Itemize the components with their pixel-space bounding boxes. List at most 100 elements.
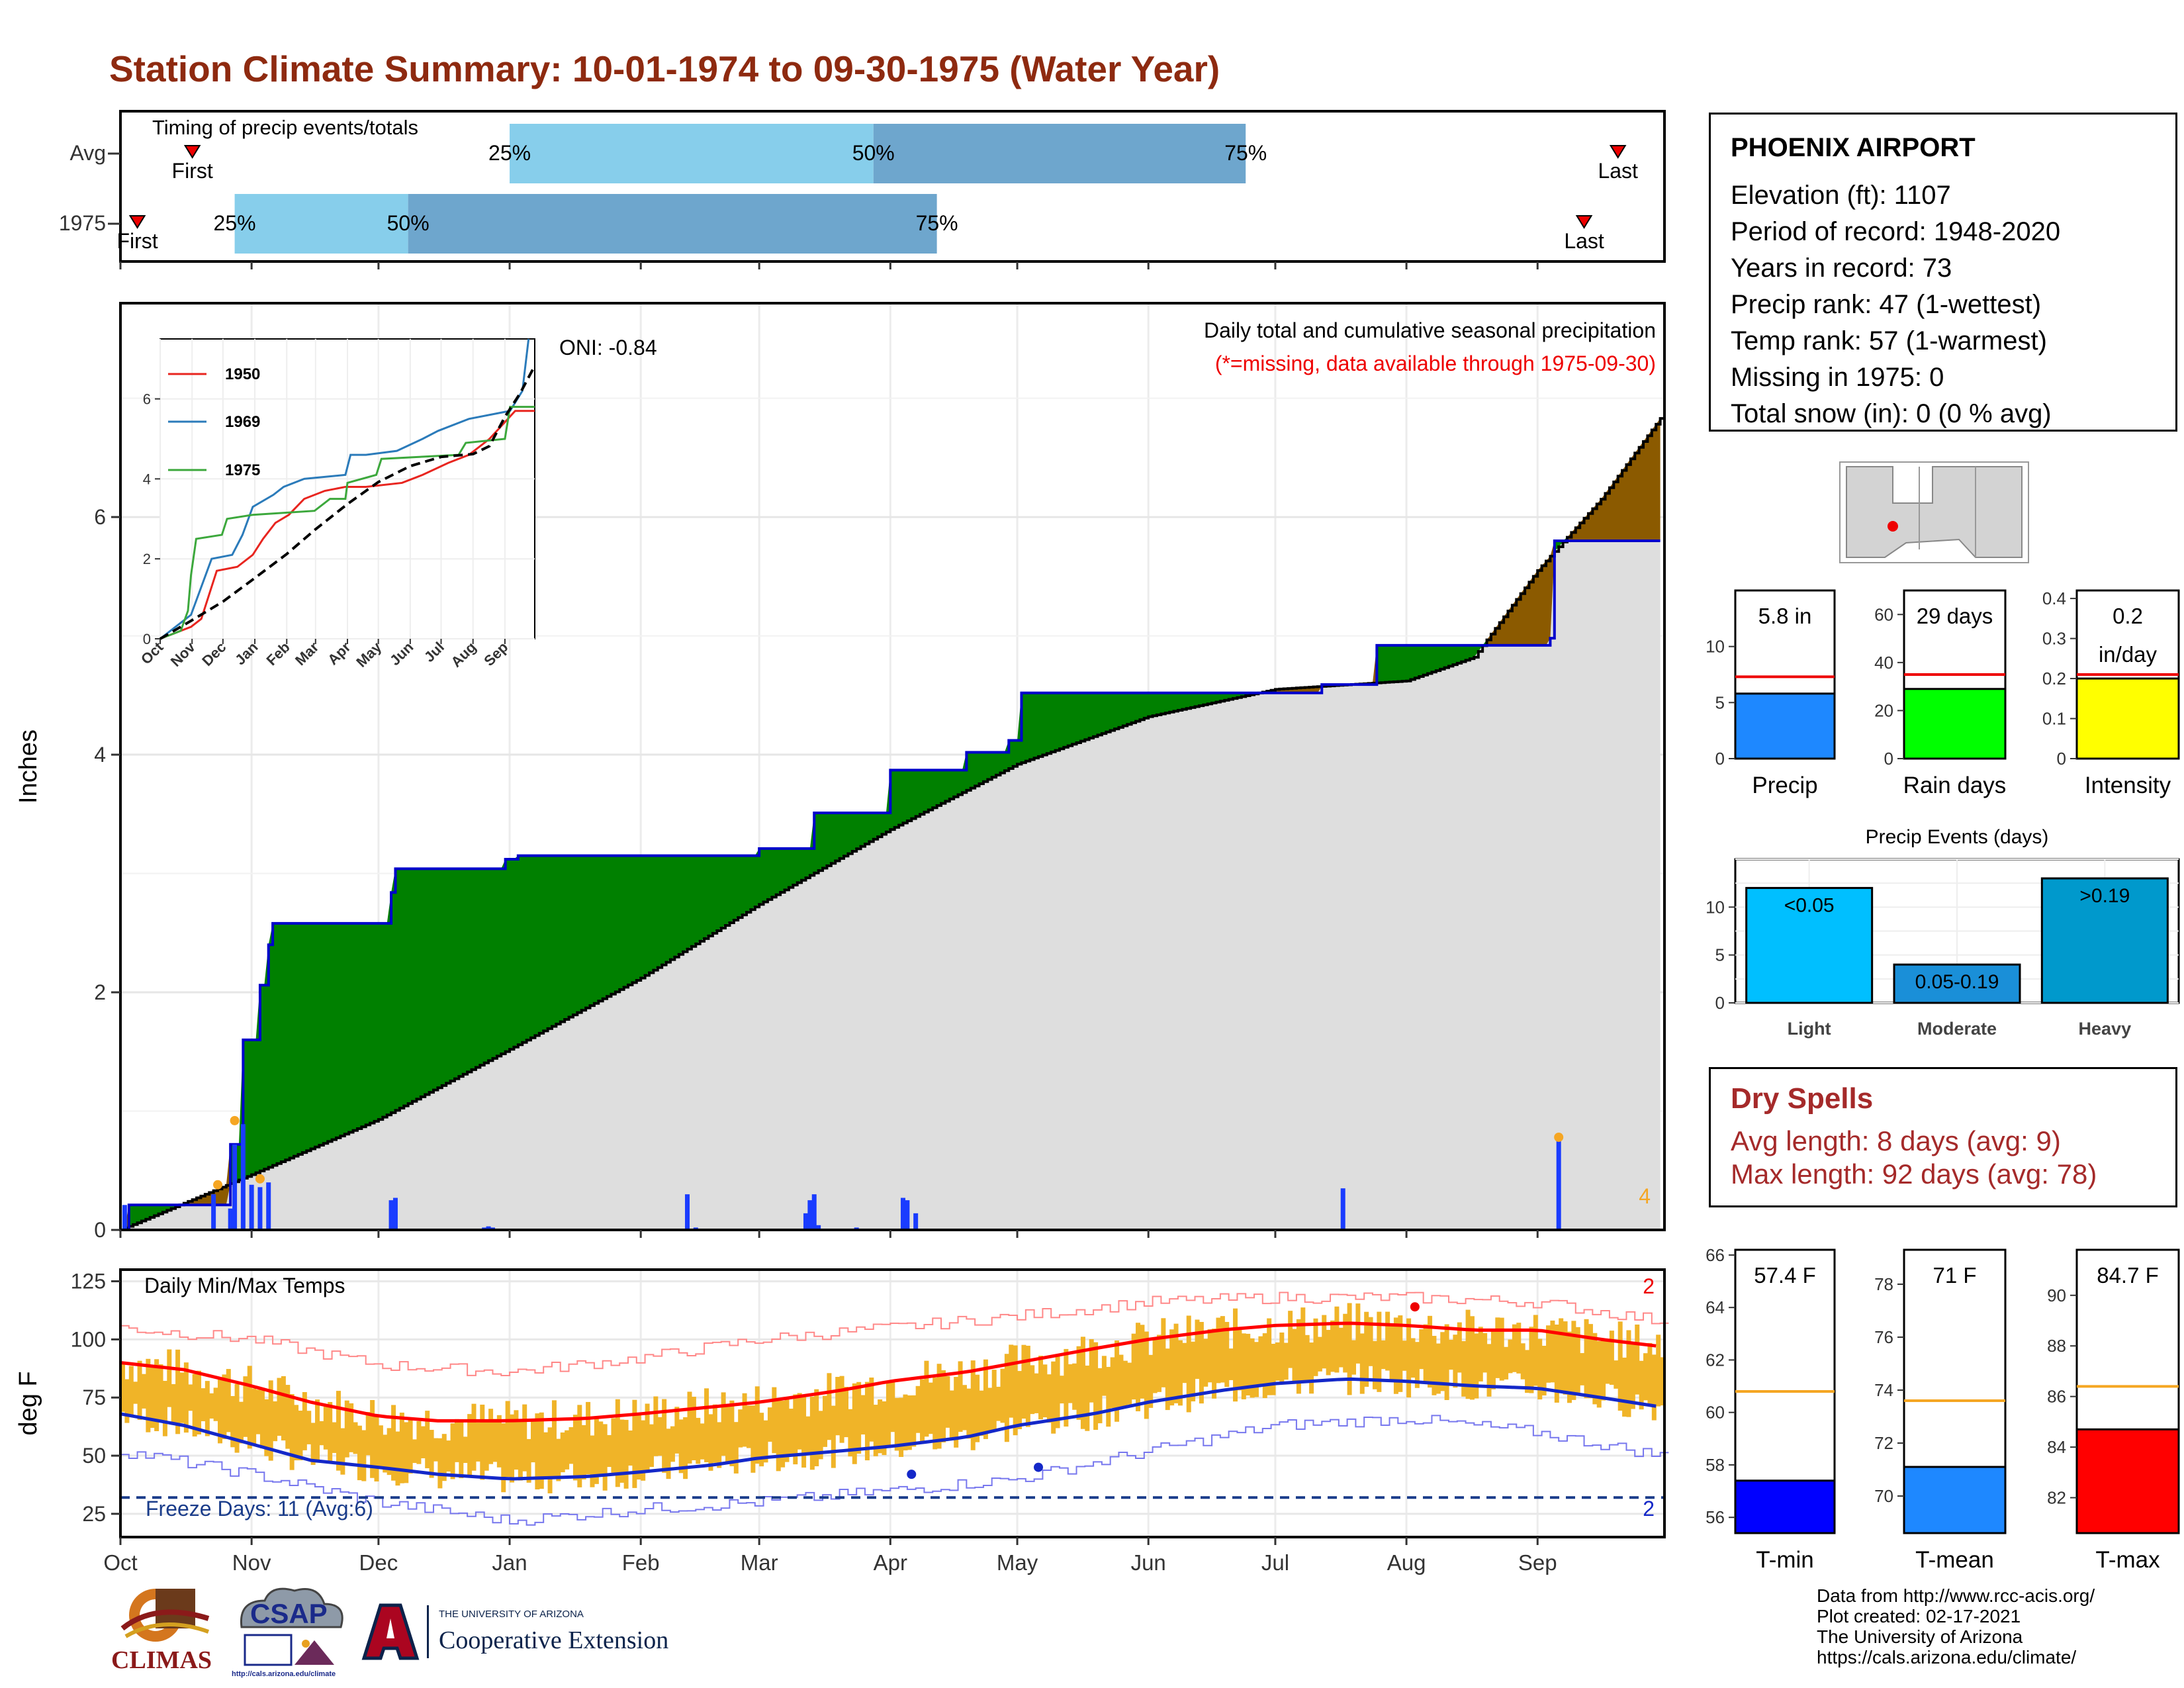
temp-daily-bar (1529, 1327, 1534, 1393)
temp-daily-bar (1326, 1330, 1331, 1376)
temp-daily-bar (1512, 1324, 1517, 1372)
timing-label-75: 75% (916, 211, 958, 235)
temp-record-marker (907, 1470, 917, 1479)
temp-daily-bar (441, 1434, 447, 1481)
temp-daily-bar (1241, 1333, 1246, 1399)
temp-daily-bar (218, 1379, 223, 1444)
temp-daily-bar (205, 1381, 210, 1436)
temp-daily-bar (128, 1366, 134, 1415)
temp-daily-bar (569, 1427, 574, 1464)
temp-daily-bar (158, 1364, 163, 1421)
temp-summary-t-mean-name: T-mean (1915, 1547, 1994, 1573)
timing-label-75: 75% (1224, 141, 1267, 165)
temp-daily-bar (1313, 1318, 1318, 1376)
temp-daily-bar (696, 1417, 701, 1464)
temp-daily-bar (1368, 1317, 1373, 1366)
temp-summary-t-mean-bar (1903, 1466, 2007, 1534)
temp-daily-bar (175, 1349, 181, 1434)
temp-daily-bar (958, 1361, 963, 1432)
precip-daily-bar (807, 1200, 813, 1230)
precip-daily-bar (228, 1208, 233, 1230)
temp-daily-bar (120, 1363, 125, 1412)
temp-normal-min-line (120, 1377, 1657, 1481)
timing-bar-q2 (873, 124, 1246, 183)
temp-summary-t-min-y-tick-label: 66 (1706, 1245, 1725, 1265)
precip-daily-bar (257, 1187, 263, 1230)
precip-above-normal-band (1377, 639, 1487, 683)
temp-daily-bar (1609, 1331, 1614, 1385)
temp-daily-bar (416, 1421, 422, 1464)
temp-daily-bar (1262, 1333, 1267, 1399)
temp-daily-bar (1110, 1357, 1115, 1409)
temp-daily-bar (886, 1382, 891, 1446)
ua-bottom-text: Cooperative Extension (439, 1626, 669, 1654)
temp-daily-bar (1246, 1333, 1251, 1396)
temp-daily-bar (941, 1370, 946, 1442)
temp-daily-bar (349, 1403, 354, 1452)
temp-daily-bar (928, 1382, 933, 1434)
temp-daily-bar (708, 1414, 713, 1471)
temp-daily-bar (273, 1401, 278, 1442)
temp-daily-bar (1148, 1354, 1154, 1408)
temp-daily-bar (1435, 1343, 1441, 1394)
temp-daily-bar (915, 1385, 921, 1433)
temp-daily-bar (505, 1401, 510, 1477)
precip-daily-bar (240, 1124, 246, 1230)
temp-daily-bar (226, 1369, 231, 1432)
timing-last-marker (1609, 145, 1627, 159)
temp-daily-bar (450, 1423, 455, 1479)
precip-y-tick-label: 4 (94, 743, 106, 767)
temp-daily-bar (154, 1359, 159, 1431)
temp-summary-t-max-y-tick-label: 86 (2047, 1387, 2066, 1407)
temp-daily-bar (772, 1387, 777, 1454)
dry-spells-avg: Avg length: 8 days (avg: 9) (1731, 1125, 2061, 1156)
csap-logo: CSAP http://cals.arizona.edu/climate (232, 1581, 351, 1683)
precip-summary-precip-y-tick-label: 0 (1715, 749, 1725, 769)
temp-daily-bar (565, 1430, 570, 1470)
temp-daily-bar (920, 1379, 925, 1442)
temp-daily-bar (763, 1420, 768, 1463)
temp-daily-bar (315, 1399, 320, 1463)
precip-daily-bar (249, 1184, 254, 1230)
page-title: Station Climate Summary: 10-01-1974 to 0… (109, 48, 1220, 89)
temp-daily-bar (721, 1392, 726, 1456)
temp-daily-bar (1490, 1329, 1496, 1389)
temp-daily-bar (733, 1422, 739, 1474)
temp-daily-bar (395, 1431, 400, 1486)
temp-daily-bar (1127, 1362, 1132, 1405)
temp-daily-bar (577, 1405, 582, 1487)
temp-daily-bar (1554, 1324, 1559, 1403)
temp-daily-bar (1474, 1333, 1479, 1399)
temp-daily-bar (374, 1415, 379, 1481)
temp-daily-bar (1453, 1335, 1458, 1388)
temp-record-marker (1034, 1462, 1044, 1472)
precip-summary-intensity-value-label: 0.2 (2113, 604, 2143, 628)
temp-daily-bar (856, 1382, 862, 1454)
temp-daily-bar (1533, 1315, 1538, 1386)
temp-daily-bar (475, 1422, 480, 1462)
temp-daily-bar (641, 1420, 646, 1481)
temp-daily-bar (1601, 1340, 1606, 1401)
temp-daily-bar (1195, 1319, 1200, 1380)
month-axis-label: Jun (1131, 1550, 1166, 1575)
temp-daily-bar (1038, 1356, 1044, 1420)
temp-daily-bar (1457, 1322, 1462, 1373)
temp-daily-bar (1224, 1321, 1230, 1387)
temp-daily-bar (1169, 1329, 1175, 1406)
temp-daily-bar (383, 1434, 388, 1473)
temp-daily-bar (949, 1390, 954, 1440)
timing-label-50: 50% (387, 211, 430, 235)
temp-daily-bar (767, 1407, 772, 1442)
temp-daily-bar (1449, 1339, 1454, 1370)
temp-record-max-line (120, 1291, 1669, 1377)
timing-label-50: 50% (852, 141, 895, 165)
temp-daily-bar (1059, 1376, 1064, 1404)
temp-daily-bar (687, 1391, 692, 1464)
temp-daily-bar (230, 1395, 236, 1448)
precip-events-y-tick-label: 0 (1715, 993, 1725, 1013)
temp-daily-bar (1520, 1343, 1525, 1380)
temp-daily-bar (936, 1364, 942, 1449)
precip-summary-intensity-name: Intensity (2085, 773, 2171, 798)
temp-daily-bar (746, 1405, 751, 1448)
month-axis-label: Apr (874, 1550, 907, 1575)
